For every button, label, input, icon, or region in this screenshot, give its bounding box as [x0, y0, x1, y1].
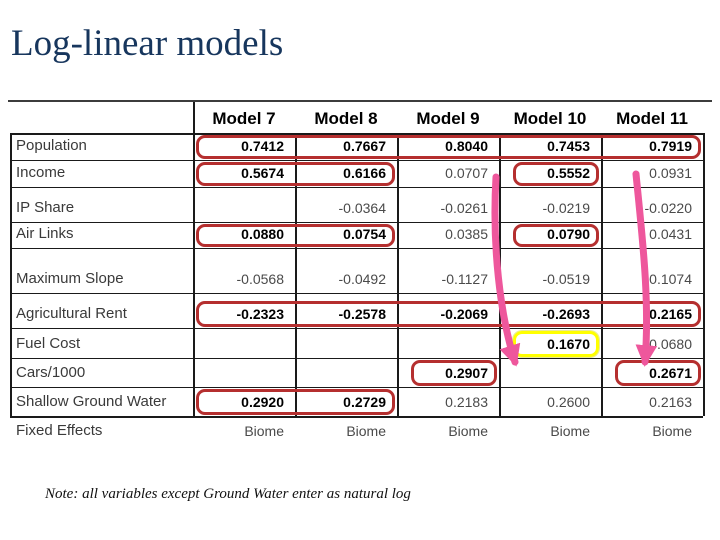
grid-line	[703, 133, 705, 416]
table-cell: -0.0492	[338, 271, 386, 287]
table-cell: -0.1127	[441, 271, 488, 287]
column-header: Model 10	[513, 108, 587, 128]
grid-line	[10, 387, 703, 389]
table-cell: -0.1074	[644, 271, 692, 287]
table-cell: 0.0707	[445, 165, 488, 181]
table-cell: 0.5674	[241, 165, 284, 181]
row-label: Shallow Ground Water	[16, 393, 167, 410]
table-cell: 0.0931	[649, 165, 692, 181]
footnote: Note: all variables except Ground Water …	[45, 486, 411, 502]
highlight-box	[196, 301, 701, 327]
table-cell	[295, 358, 397, 387]
column-header: Model 11	[616, 108, 688, 128]
highlight-box	[196, 135, 701, 159]
table-cell	[295, 328, 397, 358]
grid-line	[601, 133, 603, 416]
table-cell: -0.2069	[440, 306, 488, 322]
table-cell: 0.0790	[547, 226, 590, 242]
table-cell: -0.0568	[236, 271, 284, 287]
table-cell: 0.7667	[343, 138, 386, 154]
table-cell: -0.0220	[644, 200, 692, 216]
row-label: Agricultural Rent	[16, 305, 127, 322]
table-cell: -0.0261	[440, 200, 488, 216]
row-label: Fuel Cost	[16, 335, 81, 352]
table-cell: -0.2578	[338, 306, 386, 322]
table-cell: 0.0880	[241, 226, 284, 242]
grid-line	[295, 133, 297, 416]
grid-line	[193, 102, 195, 416]
highlight-box	[513, 331, 599, 357]
table-cell: Biome	[346, 423, 386, 439]
table-cell: 0.0754	[343, 226, 386, 242]
table-cell: -0.2693	[542, 306, 590, 322]
table-cell: -0.2323	[236, 306, 284, 322]
table-cell: -0.0219	[542, 200, 590, 216]
column-header: Model 9	[416, 108, 480, 128]
column-header: Model 8	[314, 108, 378, 128]
grid-line	[10, 187, 703, 189]
table-cell: 0.7453	[547, 138, 590, 154]
grid-line	[10, 160, 703, 162]
table-cell: Biome	[244, 423, 284, 439]
table-cell: Biome	[550, 423, 590, 439]
title-underline	[8, 100, 712, 102]
row-label: Air Links	[16, 225, 74, 242]
grid-line	[10, 328, 703, 330]
grid-line	[10, 133, 12, 416]
highlight-box	[196, 389, 395, 415]
highlight-box	[196, 162, 395, 186]
table-cell	[193, 358, 295, 387]
grid-line	[10, 416, 703, 418]
table-cell: 0.2907	[445, 365, 488, 381]
table-cell: 0.0680	[649, 336, 692, 352]
grid-line	[499, 133, 501, 416]
table-cell: 0.5552	[547, 165, 590, 181]
table-cell: -0.2165	[644, 306, 692, 322]
table-cell: 0.7412	[241, 138, 284, 154]
table-cell: Biome	[652, 423, 692, 439]
table-cell: -0.0519	[542, 271, 590, 287]
table-cell	[193, 187, 295, 222]
table-cell: -0.0364	[338, 200, 386, 216]
grid-line	[10, 248, 703, 250]
table-cell: 0.0385	[445, 226, 488, 242]
highlight-box	[513, 162, 599, 186]
table-cell: 0.6166	[343, 165, 386, 181]
row-label: Maximum Slope	[16, 270, 124, 287]
row-label: Cars/1000	[16, 364, 86, 381]
highlight-box	[196, 224, 395, 247]
page-title: Log-linear models	[11, 23, 284, 64]
grid-line	[397, 133, 399, 416]
table-cell: 0.2729	[343, 394, 386, 410]
table-cell: 0.2600	[547, 394, 590, 410]
table-cell: 0.1670	[547, 336, 590, 352]
table-cell: 0.8040	[445, 138, 488, 154]
table-cell: 0.2671	[649, 365, 692, 381]
table-cell: Biome	[448, 423, 488, 439]
table-cell: 0.2183	[445, 394, 488, 410]
column-header: Model 7	[212, 108, 276, 128]
row-label: Income	[16, 164, 66, 181]
highlight-box	[411, 360, 497, 386]
table-cell: 0.2920	[241, 394, 284, 410]
table-cell: 0.0431	[649, 226, 692, 242]
row-label: IP Share	[16, 199, 75, 216]
table-cell: 0.2163	[649, 394, 692, 410]
grid-line	[10, 133, 703, 135]
grid-line	[10, 358, 703, 360]
row-label: Fixed Effects	[16, 422, 103, 439]
grid-line	[10, 293, 703, 295]
highlight-box	[513, 224, 599, 247]
table-cell	[499, 358, 601, 387]
grid-line	[10, 222, 703, 224]
row-label: Population	[16, 137, 87, 154]
table-cell	[193, 328, 295, 358]
table-cell: 0.7919	[649, 138, 692, 154]
highlight-box	[615, 360, 701, 386]
table-cell	[397, 328, 499, 358]
